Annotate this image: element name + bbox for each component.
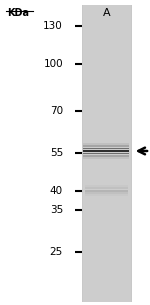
Bar [83,143,129,145]
Text: 55: 55 [50,148,63,157]
Text: A: A [103,8,110,18]
Bar [85,185,128,187]
Bar [85,194,128,196]
Text: 130: 130 [43,21,63,31]
Bar [85,187,128,189]
Text: KDa: KDa [7,8,29,18]
Text: 25: 25 [50,247,63,257]
Bar [85,190,128,192]
Text: 40: 40 [50,186,63,196]
Text: 100: 100 [43,59,63,69]
Text: 70: 70 [50,106,63,116]
Bar [83,152,129,154]
Bar [83,150,129,152]
Bar [83,157,129,159]
Bar [82,5,132,302]
Text: 35: 35 [50,206,63,215]
Bar [83,145,129,147]
Bar [83,155,129,157]
Bar [85,192,128,194]
Bar [83,5,131,302]
Bar [83,148,129,149]
